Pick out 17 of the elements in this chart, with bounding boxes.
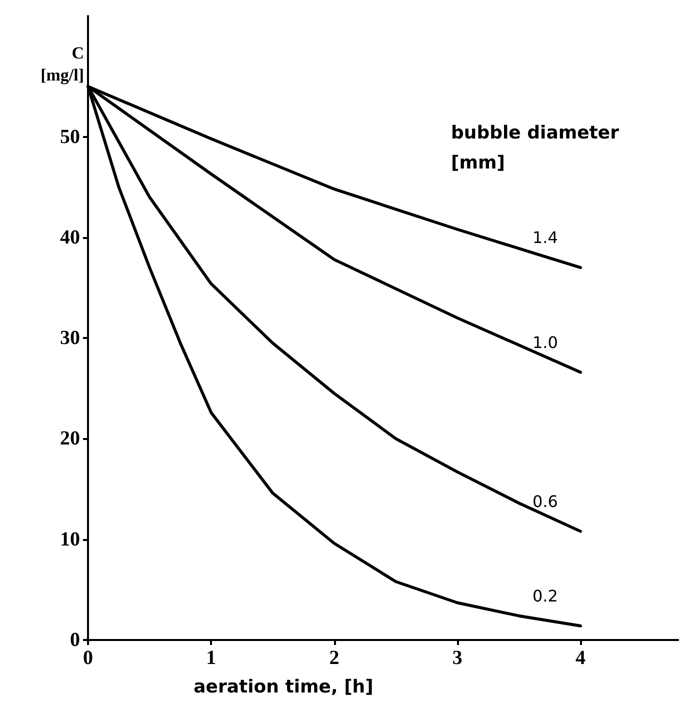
x-axis-title: aeration time, [h]	[194, 676, 374, 698]
y-tick-label: 10	[60, 528, 80, 550]
legend-title: bubble diameter [mm]	[451, 122, 620, 174]
y-tick-label: 0	[70, 629, 80, 651]
y-tick-label: 40	[60, 226, 80, 248]
y-tick-label: 20	[60, 428, 80, 450]
y-tick-label: 30	[60, 327, 80, 350]
y-tick-label: 50	[60, 126, 80, 148]
series-label: 1.4	[532, 228, 558, 248]
series-label: 1.0	[532, 332, 558, 352]
series-label: 0.2	[532, 586, 558, 606]
x-tick-label: 2	[329, 647, 340, 669]
y-axis-title: C [mg/l]	[40, 44, 84, 84]
x-tick-label: 4	[576, 647, 586, 669]
series-label: 0.6	[532, 492, 558, 511]
x-tick-label: 3	[452, 647, 462, 669]
x-tick-label: 1	[206, 647, 216, 669]
